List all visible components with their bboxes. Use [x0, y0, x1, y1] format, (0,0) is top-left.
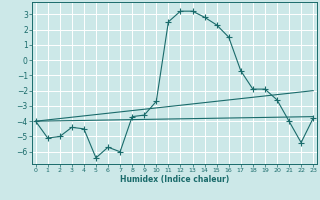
X-axis label: Humidex (Indice chaleur): Humidex (Indice chaleur) [120, 175, 229, 184]
